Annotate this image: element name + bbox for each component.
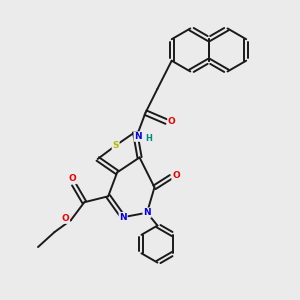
- Text: O: O: [172, 171, 180, 180]
- Text: N: N: [134, 132, 142, 141]
- Text: O: O: [168, 117, 176, 126]
- Text: H: H: [146, 134, 152, 143]
- Text: N: N: [119, 213, 127, 222]
- Text: S: S: [112, 141, 119, 150]
- Text: N: N: [143, 208, 151, 217]
- Text: O: O: [61, 214, 69, 223]
- Text: O: O: [68, 175, 76, 184]
